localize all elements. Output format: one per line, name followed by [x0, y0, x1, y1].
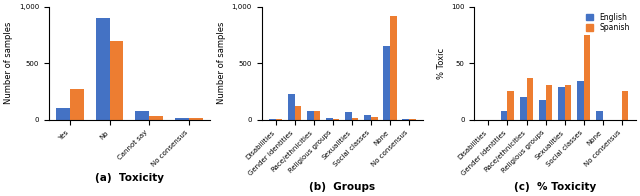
Bar: [96, 18, 109, 120]
Bar: [520, 97, 527, 120]
Bar: [546, 85, 552, 120]
Bar: [577, 81, 584, 120]
Bar: [333, 119, 339, 120]
Bar: [508, 91, 514, 120]
Bar: [189, 119, 203, 120]
Bar: [294, 106, 301, 120]
Bar: [558, 87, 564, 120]
Bar: [383, 46, 390, 120]
Y-axis label: % Toxic: % Toxic: [436, 48, 445, 79]
Bar: [307, 111, 314, 120]
Legend: English, Spanish: English, Spanish: [583, 11, 632, 35]
Bar: [326, 119, 333, 120]
Bar: [56, 108, 70, 120]
Bar: [539, 100, 546, 120]
Bar: [564, 85, 572, 120]
Bar: [596, 111, 603, 120]
Bar: [314, 111, 321, 120]
Bar: [269, 119, 276, 120]
Bar: [527, 78, 533, 120]
X-axis label: (a)  Toxicity: (a) Toxicity: [95, 173, 164, 183]
Bar: [288, 94, 294, 120]
Bar: [175, 119, 189, 120]
Bar: [276, 119, 282, 120]
Bar: [584, 35, 590, 120]
Bar: [109, 41, 124, 120]
Bar: [622, 91, 628, 120]
Y-axis label: Number of samples: Number of samples: [4, 22, 13, 104]
Bar: [345, 112, 352, 120]
X-axis label: (c)  % Toxicity: (c) % Toxicity: [514, 182, 596, 192]
Bar: [364, 115, 371, 120]
Bar: [409, 119, 415, 120]
Bar: [501, 111, 508, 120]
Y-axis label: Number of samples: Number of samples: [217, 22, 226, 104]
Bar: [403, 119, 409, 120]
Bar: [371, 117, 378, 120]
Bar: [352, 119, 358, 120]
Bar: [149, 116, 163, 120]
X-axis label: (b)  Groups: (b) Groups: [309, 182, 375, 192]
Bar: [70, 89, 84, 120]
Bar: [390, 16, 397, 120]
Bar: [135, 111, 149, 120]
